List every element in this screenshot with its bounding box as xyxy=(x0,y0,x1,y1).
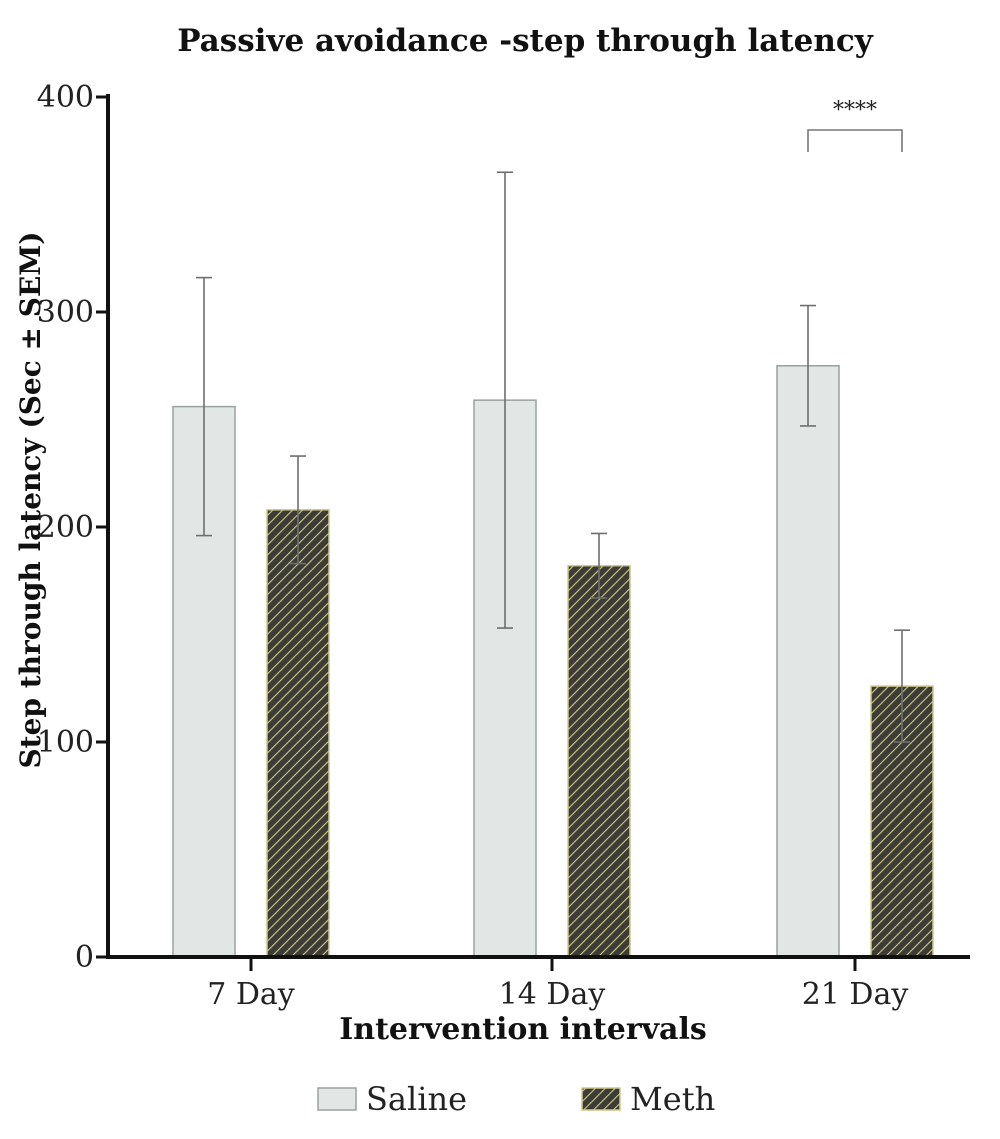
error-bar-meth-7-day xyxy=(290,455,306,565)
y-tick-label: 300 xyxy=(37,295,94,330)
bars-group xyxy=(172,365,934,958)
bar-meth-14-day xyxy=(567,564,631,958)
x-tick-label: 21 Day xyxy=(802,977,909,1012)
y-tick-label: 0 xyxy=(75,940,94,975)
x-tick-label: 14 Day xyxy=(499,977,606,1012)
y-tick-label: 200 xyxy=(37,510,94,545)
error-bars-group xyxy=(196,171,910,743)
bar-meth-7-day xyxy=(266,509,330,958)
x-tick-label: 7 Day xyxy=(207,977,295,1012)
chart-title: Passive avoidance -step through latency xyxy=(177,23,874,59)
bar-saline-21-day xyxy=(776,365,840,958)
significance-bracket xyxy=(807,129,903,152)
legend-swatch-meth xyxy=(581,1087,621,1111)
axes-group: 0 100 200 300 400 7 Day 14 Day 21 Day xyxy=(37,80,970,1012)
error-bar-saline-14-day xyxy=(497,171,513,629)
legend: Saline Meth xyxy=(317,1080,715,1118)
y-axis-label: Step through latency (Sec ± SEM) xyxy=(14,231,47,768)
y-tick-label: 400 xyxy=(37,80,94,115)
legend-swatch-saline xyxy=(317,1087,357,1111)
legend-label-meth: Meth xyxy=(630,1080,715,1118)
annotations-group: **** xyxy=(807,98,903,152)
error-bar-saline-21-day xyxy=(800,304,816,427)
error-bar-meth-14-day xyxy=(591,532,607,599)
x-axis-label: Intervention intervals xyxy=(339,1012,707,1047)
significance-label: **** xyxy=(833,98,877,123)
error-bar-meth-21-day xyxy=(894,629,910,743)
legend-label-saline: Saline xyxy=(366,1080,467,1118)
error-bar-saline-7-day xyxy=(196,276,212,537)
y-tick-label: 100 xyxy=(37,725,94,760)
